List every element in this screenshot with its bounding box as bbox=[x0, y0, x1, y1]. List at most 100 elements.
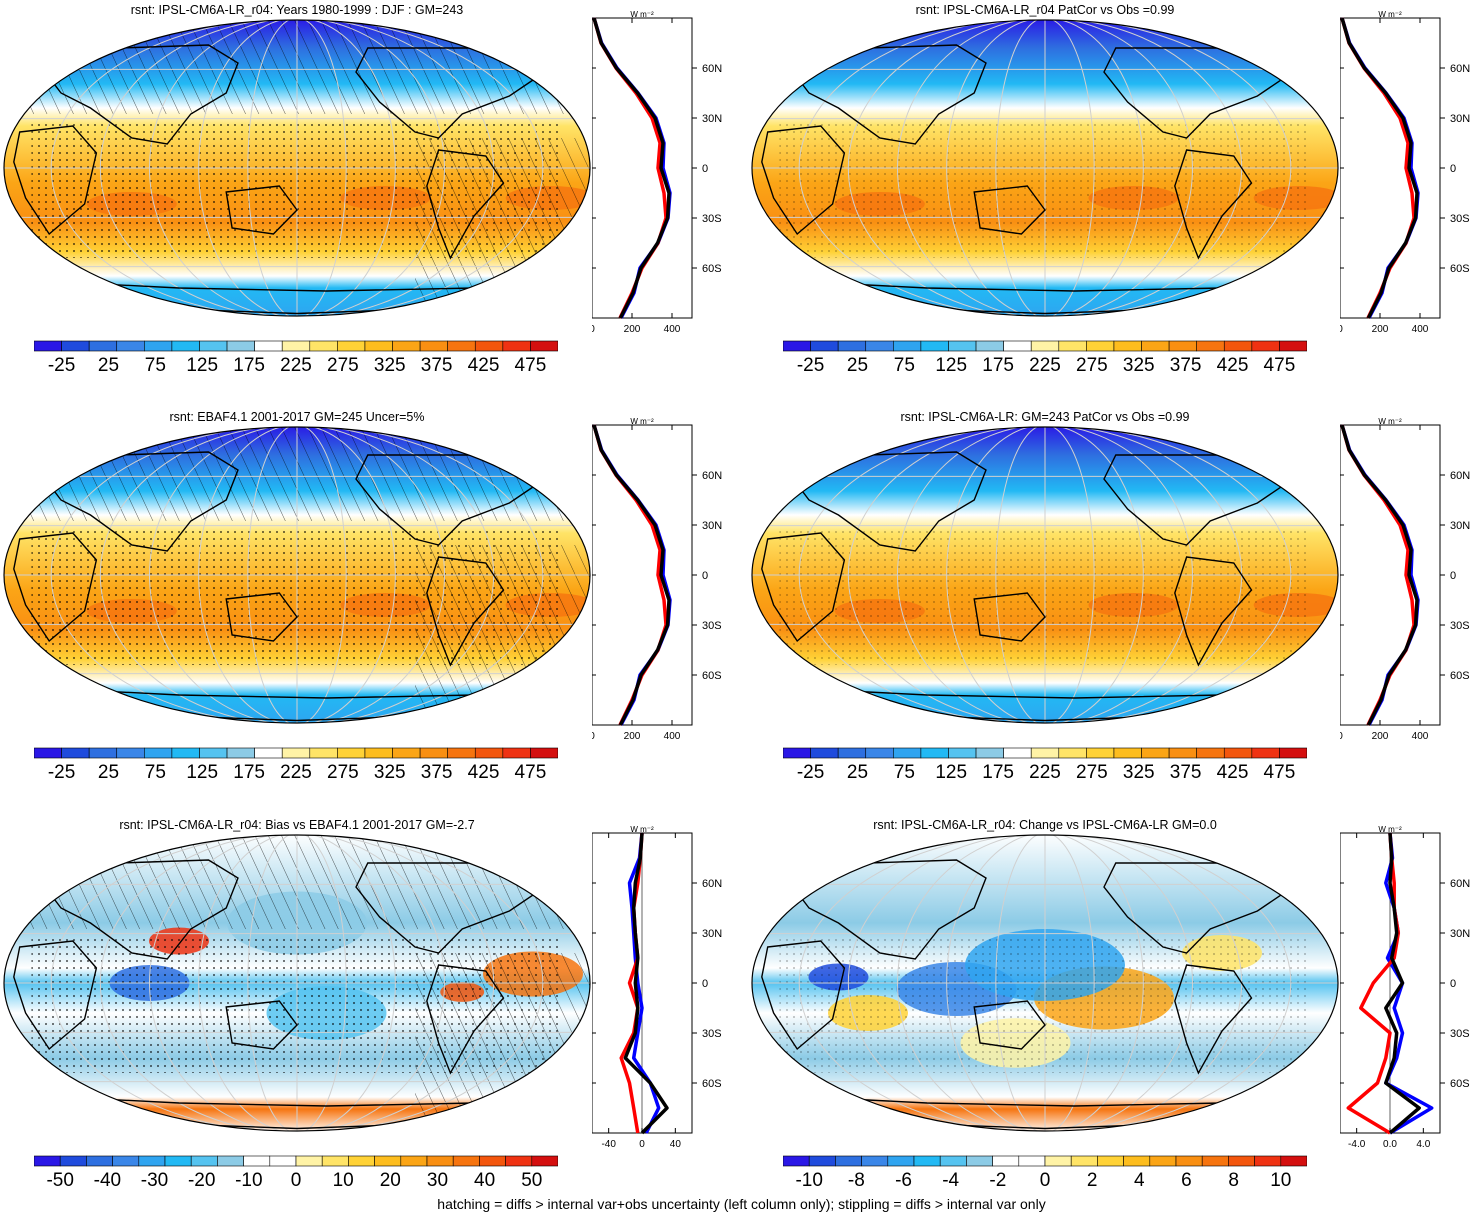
colorbar-swatch bbox=[474, 747, 504, 759]
colorbar-swatch bbox=[112, 1155, 140, 1167]
profile-ytick-label: 30N bbox=[702, 113, 722, 125]
profile-xtick-label: 400 bbox=[664, 324, 681, 335]
colorbar-label: 475 bbox=[1263, 762, 1296, 783]
colorbar-swatch bbox=[116, 747, 145, 759]
profile-units-label: W m⁻² bbox=[630, 417, 654, 426]
profile-units-label: W m⁻² bbox=[630, 10, 654, 19]
colorbar-swatch bbox=[1058, 747, 1087, 759]
profile-ytick-label: 60S bbox=[1450, 670, 1470, 682]
profile-xtick-label: 40 bbox=[670, 1139, 682, 1150]
colorbar-label: 325 bbox=[1122, 355, 1155, 376]
colorbar-label: 50 bbox=[521, 1170, 543, 1191]
profile-units-label: W m⁻² bbox=[1378, 825, 1402, 834]
profile-xtick-label: 0 bbox=[592, 731, 595, 742]
colorbar-swatch bbox=[530, 747, 558, 759]
colorbar-swatch bbox=[34, 747, 62, 759]
colorbar-swatch bbox=[1097, 1155, 1124, 1167]
profile-frame bbox=[1340, 17, 1441, 319]
profile-ytick-label: 60N bbox=[1450, 470, 1470, 482]
colorbar-swatch bbox=[190, 1155, 218, 1167]
colorbar-label: 425 bbox=[1216, 762, 1249, 783]
profile-ytick-label: 30N bbox=[1450, 928, 1470, 940]
colorbar-swatch bbox=[808, 1155, 836, 1167]
colorbar-label: 25 bbox=[97, 355, 120, 376]
colorbar-swatch bbox=[1030, 340, 1060, 352]
colorbar-swatch bbox=[1168, 747, 1197, 759]
coastline bbox=[1174, 556, 1253, 667]
profile-ytick-label: 60N bbox=[1450, 878, 1470, 890]
profile-ytick-label: 0 bbox=[702, 978, 708, 990]
colorbar-swatch bbox=[783, 747, 811, 759]
colorbar-swatch bbox=[948, 747, 977, 759]
map-patcor-1 bbox=[751, 19, 1339, 317]
profile-xtick-label: 200 bbox=[624, 324, 641, 335]
colorbar-label: 225 bbox=[1029, 762, 1061, 783]
colorbar-swatch bbox=[337, 747, 366, 759]
profile-xtick-label: -40 bbox=[601, 1139, 616, 1150]
coastline bbox=[225, 185, 298, 235]
colorbar-label: 425 bbox=[467, 762, 500, 783]
profile-ytick-label: 30S bbox=[702, 1028, 722, 1040]
colorbar-swatch bbox=[419, 747, 448, 759]
profile-ytick-label: 30S bbox=[1450, 1028, 1470, 1040]
colorbar-swatch bbox=[1196, 340, 1225, 352]
colorbar-labels: -25 25 75 125 175 225 275 325 375 425 475 bbox=[783, 355, 1307, 379]
colorbar-swatch bbox=[281, 340, 311, 352]
profile-line-model bbox=[619, 832, 644, 1134]
colorbar-swatch bbox=[1149, 1155, 1177, 1167]
colorbar-swatch bbox=[199, 340, 228, 352]
colorbar-swatch bbox=[34, 340, 62, 352]
colorbar-label: -25 bbox=[796, 762, 825, 783]
colorbar-swatch bbox=[254, 747, 283, 759]
colorbar-swatch bbox=[893, 747, 922, 759]
colorbar-swatch bbox=[1196, 747, 1225, 759]
colorbar-swatch bbox=[392, 340, 421, 352]
coastline bbox=[225, 592, 298, 642]
colorbar-swatch bbox=[61, 340, 90, 352]
colorbar-swatch bbox=[164, 1155, 192, 1167]
colorbar-swatch bbox=[392, 747, 421, 759]
meridian-gridline bbox=[198, 427, 396, 723]
coastline bbox=[761, 940, 846, 1051]
coastline bbox=[973, 592, 1046, 642]
profile-ytick-label: 30N bbox=[1450, 520, 1470, 532]
colorbar-swatch bbox=[337, 340, 366, 352]
colorbar-swatch bbox=[837, 747, 867, 759]
colorbar-swatch bbox=[1044, 1155, 1072, 1167]
coastline bbox=[426, 556, 505, 667]
colorbar-swatch bbox=[502, 747, 531, 759]
colorbar-label: 375 bbox=[1169, 355, 1202, 376]
profile-line-model bbox=[592, 424, 668, 726]
colorbar-label: 25 bbox=[97, 762, 120, 783]
colorbar-swatch bbox=[364, 340, 393, 352]
colorbar-swatch bbox=[992, 1155, 1020, 1167]
profile-line-ensemble bbox=[1340, 17, 1419, 319]
profile-change: W m⁻² 60N 30N 0 30S 60S -4.0 0.0 4.0 bbox=[1340, 825, 1470, 1150]
colorbar-swatch bbox=[975, 747, 1004, 759]
colorbar-swatch bbox=[1254, 1155, 1282, 1167]
colorbar-swatch bbox=[835, 1155, 862, 1167]
colorbar-swatch bbox=[1228, 1155, 1255, 1167]
colorbar-label: -25 bbox=[796, 355, 825, 376]
meridian-gridline bbox=[247, 20, 347, 316]
colorbar-swatch bbox=[243, 1155, 271, 1167]
colorbar-swatch bbox=[1201, 1155, 1229, 1167]
profile-xtick-label: 0 bbox=[1340, 731, 1343, 742]
profile-line-model bbox=[1340, 17, 1416, 319]
colorbar-swatch bbox=[920, 340, 949, 352]
colorbar-label: 20 bbox=[379, 1170, 401, 1191]
colorbar-swatch bbox=[948, 340, 977, 352]
colorbar-label: 40 bbox=[474, 1170, 496, 1191]
colorbar-swatch bbox=[966, 1155, 993, 1167]
profile-line-ensemble bbox=[623, 832, 669, 1135]
profile-ytick-label: 60N bbox=[1450, 63, 1470, 75]
coastline bbox=[13, 940, 98, 1051]
profile-ytick-label: 30S bbox=[702, 620, 722, 632]
meridian-gridline bbox=[198, 20, 396, 316]
profile-ensemble: W m⁻² 60N 30N 0 30S 60S 0 200 400 bbox=[1340, 417, 1470, 742]
colorbar-label: -2 bbox=[989, 1170, 1007, 1191]
colorbar-swatch bbox=[474, 340, 504, 352]
colorbar-swatch bbox=[86, 1155, 113, 1167]
meridian-gridline bbox=[798, 835, 1292, 1131]
profile-units-label: W m⁻² bbox=[630, 825, 654, 834]
